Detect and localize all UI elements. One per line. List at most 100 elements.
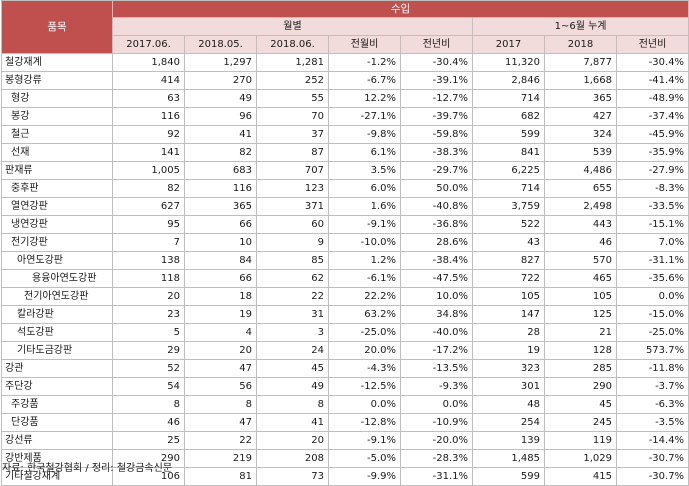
value-cell: -13.5%: [400, 359, 473, 378]
value-cell: 414: [112, 71, 185, 90]
value-cell: 599: [472, 125, 545, 144]
value-cell: 19: [472, 341, 545, 360]
value-cell: 138: [112, 251, 185, 270]
value-cell: 47: [184, 359, 257, 378]
item-name: 석도강판: [1, 323, 113, 342]
table-row: 전기아연도강판 20 18 22 22.2% 10.0% 105 105 0.0%: [1, 287, 689, 306]
value-cell: 123: [256, 179, 329, 198]
value-cell: -31.1%: [615, 251, 689, 270]
value-cell: -17.2%: [400, 341, 473, 360]
item-name: 철근: [1, 125, 113, 144]
value-cell: 46: [112, 413, 185, 432]
value-cell: 10.0%: [400, 287, 473, 306]
value-cell: 573.7%: [615, 341, 689, 360]
value-cell: 63: [112, 89, 185, 108]
value-cell: 7.0%: [615, 233, 689, 252]
value-cell: -4.3%: [328, 359, 401, 378]
value-cell: 323: [472, 359, 545, 378]
column-header: 2018.06.: [256, 35, 329, 54]
value-cell: 599: [472, 467, 545, 486]
item-name: 형강: [1, 89, 113, 108]
value-cell: -30.7%: [615, 467, 689, 486]
item-name: 단강품: [1, 413, 113, 432]
item-name: 봉형강류: [1, 71, 113, 90]
item-name: 전기강판: [1, 233, 113, 252]
value-cell: -9.3%: [400, 377, 473, 396]
column-header: 전년비: [400, 35, 473, 54]
column-header: 전월비: [328, 35, 401, 54]
value-cell: 1.6%: [328, 197, 401, 216]
value-cell: -10.0%: [328, 233, 401, 252]
column-header: 2018.05.: [184, 35, 257, 54]
title-row: 품목 수입: [1, 0, 689, 54]
value-cell: -38.3%: [400, 143, 473, 162]
value-cell: 52: [112, 359, 185, 378]
value-cell: 841: [472, 143, 545, 162]
value-cell: -33.5%: [615, 197, 689, 216]
value-cell: 415: [544, 467, 617, 486]
value-cell: 12.2%: [328, 89, 401, 108]
value-cell: 1.2%: [328, 251, 401, 270]
table-row: 기타도금강판 29 20 24 20.0% -17.2% 19 128 573.7%: [1, 341, 689, 360]
value-cell: 31: [256, 305, 329, 324]
value-cell: 34.8%: [400, 305, 473, 324]
value-cell: 47: [184, 413, 257, 432]
table-row: 주강품 8 8 8 0.0% 0.0% 48 45 -6.3%: [1, 395, 689, 414]
value-cell: 1,485: [472, 449, 545, 468]
item-name: 철강재계: [1, 53, 113, 72]
value-cell: 48: [472, 395, 545, 414]
value-cell: 371: [256, 197, 329, 216]
value-cell: 21: [544, 323, 617, 342]
table-row: 단강품 46 47 41 -12.8% -10.9% 254 245 -3.5%: [1, 413, 689, 432]
group-header-row: 월별 1~6월 누계: [2, 17, 689, 36]
value-cell: 56: [184, 377, 257, 396]
table-row: 아연도강판 138 84 85 1.2% -38.4% 827 570 -31.1%: [1, 251, 689, 270]
value-cell: 6.0%: [328, 179, 401, 198]
item-column-header: 품목: [1, 0, 113, 54]
value-cell: -9.1%: [328, 215, 401, 234]
value-cell: 49: [184, 89, 257, 108]
value-cell: 82: [184, 143, 257, 162]
value-cell: -1.2%: [328, 53, 401, 72]
value-cell: -39.1%: [400, 71, 473, 90]
item-name: 열연강판: [1, 197, 113, 216]
value-cell: 141: [112, 143, 185, 162]
value-cell: 3,759: [472, 197, 545, 216]
value-cell: 22: [256, 287, 329, 306]
value-cell: -25.0%: [328, 323, 401, 342]
table-row: 중후판 82 116 123 6.0% 50.0% 714 655 -8.3%: [1, 179, 689, 198]
table-row: 칼라강판 23 19 31 63.2% 34.8% 147 125 -15.0%: [1, 305, 689, 324]
value-cell: -40.0%: [400, 323, 473, 342]
value-cell: -12.5%: [328, 377, 401, 396]
table-row: 용융아연도강판 118 66 62 -6.1% -47.5% 722 465 -35.6%: [1, 269, 689, 288]
source-note: 자료: 한국철강협회 / 정리: 철강금속신문: [2, 463, 173, 474]
value-cell: 19: [184, 305, 257, 324]
value-cell: 3: [256, 323, 329, 342]
value-cell: 9: [256, 233, 329, 252]
value-cell: -37.4%: [615, 107, 689, 126]
value-cell: 125: [544, 305, 617, 324]
value-cell: 118: [112, 269, 185, 288]
table-row: 철강재계 1,840 1,297 1,281 -1.2% -30.4% 11,320 7,87…: [1, 53, 689, 72]
value-cell: 4,486: [544, 161, 617, 180]
column-header: 전년비: [615, 35, 689, 54]
value-cell: -8.3%: [615, 179, 689, 198]
table-row: 선재 141 82 87 6.1% -38.3% 841 539 -35.9%: [1, 143, 689, 162]
value-cell: 66: [184, 269, 257, 288]
value-cell: 29: [112, 341, 185, 360]
table-row: 철근 92 41 37 -9.8% -59.8% 599 324 -45.9%: [1, 125, 689, 144]
value-cell: 43: [472, 233, 545, 252]
item-name: 판재류: [1, 161, 113, 180]
value-cell: 1,281: [256, 53, 329, 72]
value-cell: 18: [184, 287, 257, 306]
item-name: 칼라강판: [1, 305, 113, 324]
value-cell: 84: [184, 251, 257, 270]
value-cell: 365: [184, 197, 257, 216]
value-cell: 50.0%: [400, 179, 473, 198]
value-cell: 2,846: [472, 71, 545, 90]
value-cell: 20: [256, 431, 329, 450]
item-name: 주강품: [1, 395, 113, 414]
table-row: 봉강 116 96 70 -27.1% -39.7% 682 427 -37.4%: [1, 107, 689, 126]
value-cell: 2,498: [544, 197, 617, 216]
value-cell: 627: [112, 197, 185, 216]
